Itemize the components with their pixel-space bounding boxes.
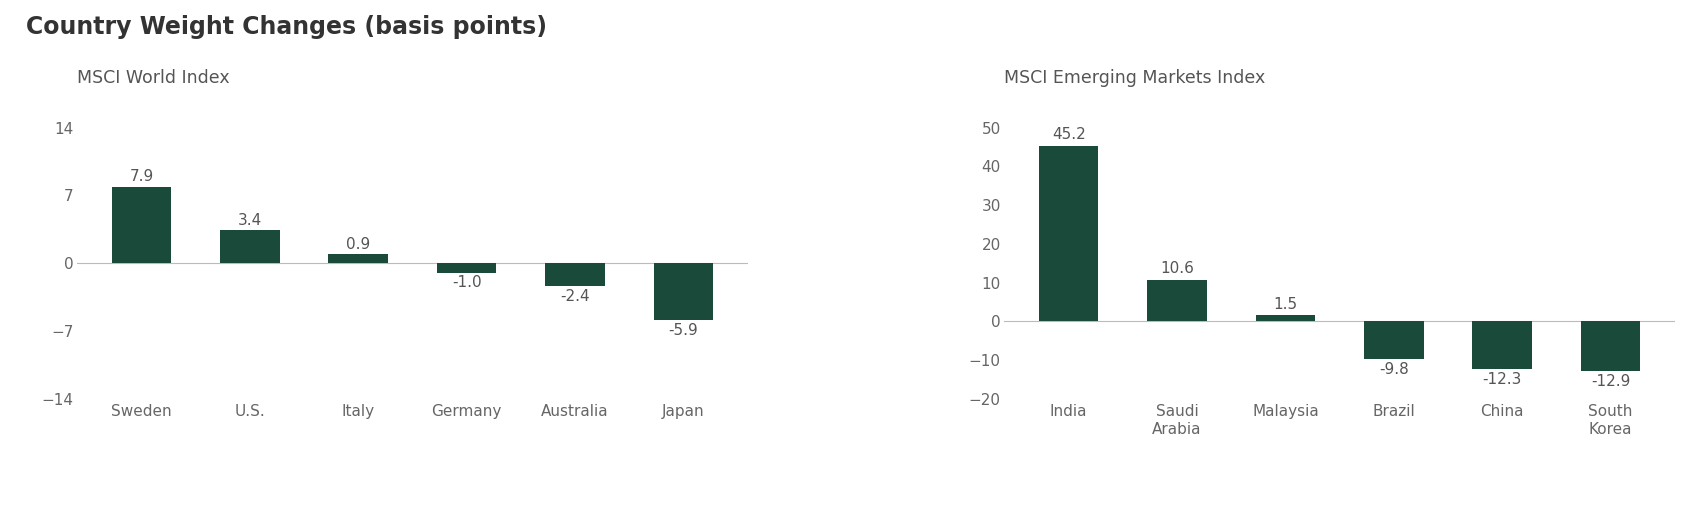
Bar [112, 187, 172, 263]
Bar [437, 263, 497, 273]
Text: Country Weight Changes (basis points): Country Weight Changes (basis points) [26, 15, 546, 39]
Text: MSCI Emerging Markets Index: MSCI Emerging Markets Index [1004, 69, 1266, 87]
Text: -5.9: -5.9 [668, 322, 697, 338]
Bar [219, 230, 279, 263]
Text: 7.9: 7.9 [129, 169, 153, 184]
Bar [1580, 321, 1640, 371]
Text: 45.2: 45.2 [1051, 127, 1085, 143]
Text: 3.4: 3.4 [238, 213, 262, 228]
Text: 10.6: 10.6 [1160, 261, 1194, 276]
Text: -12.9: -12.9 [1590, 374, 1630, 389]
Text: -9.8: -9.8 [1380, 362, 1408, 377]
Bar [653, 263, 713, 320]
Bar [1255, 315, 1315, 321]
Text: -2.4: -2.4 [560, 289, 590, 304]
Bar [1039, 146, 1099, 321]
Bar [1364, 321, 1424, 359]
Text: -12.3: -12.3 [1483, 372, 1522, 387]
Text: 0.9: 0.9 [345, 237, 371, 252]
Text: -1.0: -1.0 [452, 275, 481, 290]
Bar [328, 254, 388, 263]
Text: MSCI World Index: MSCI World Index [77, 69, 230, 87]
Bar [546, 263, 606, 286]
Bar [1473, 321, 1533, 369]
Bar [1146, 280, 1206, 321]
Text: 1.5: 1.5 [1274, 296, 1298, 312]
